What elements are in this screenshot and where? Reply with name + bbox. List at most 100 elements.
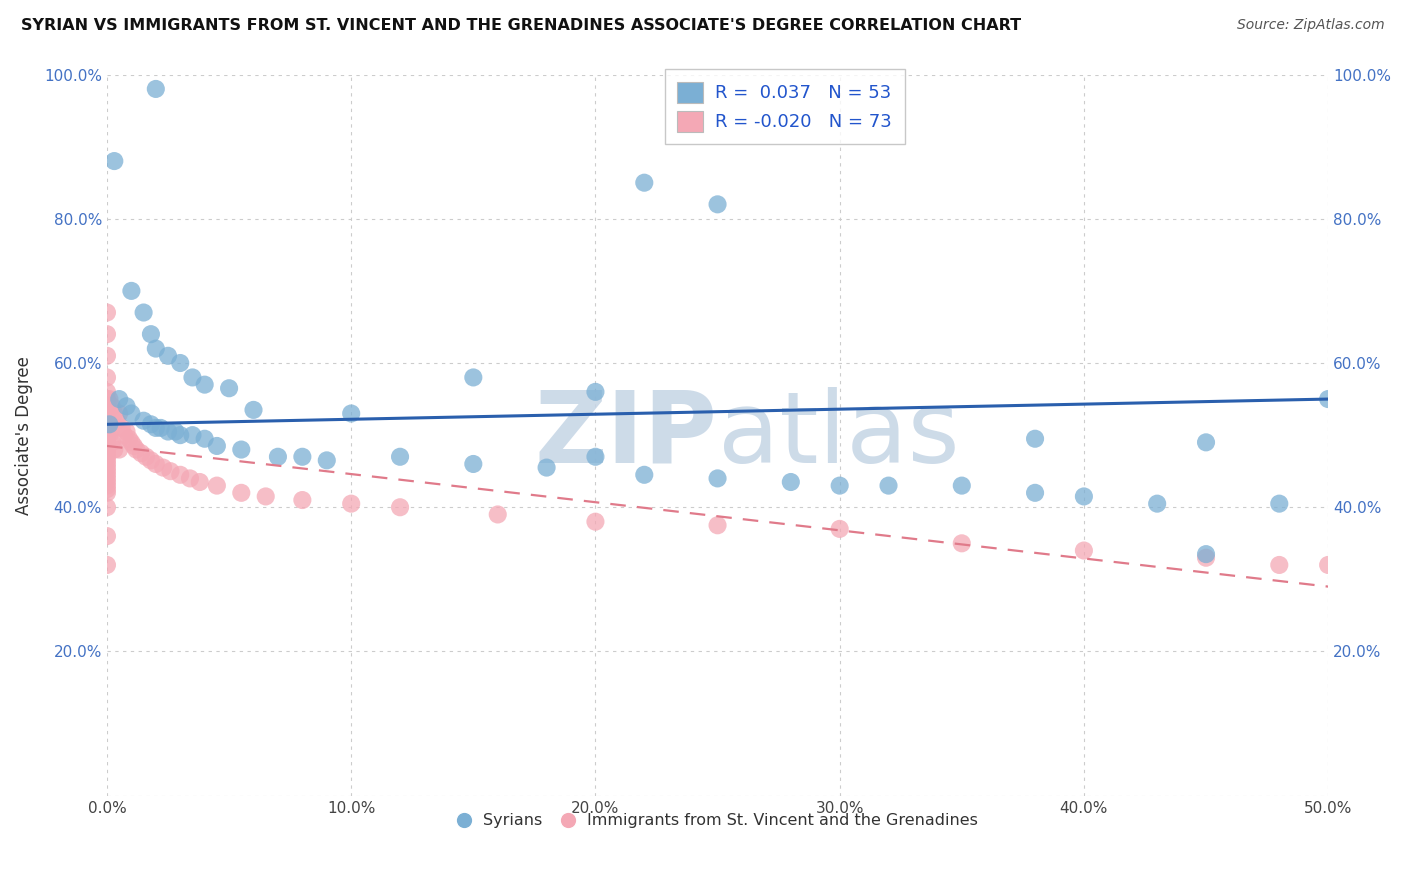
Immigrants from St. Vincent and the Grenadines <box>96 500 118 515</box>
Immigrants from St. Vincent and the Grenadines <box>96 442 118 457</box>
Immigrants from St. Vincent and the Grenadines <box>122 439 145 453</box>
Immigrants from St. Vincent and the Grenadines <box>96 485 118 500</box>
Immigrants from St. Vincent and the Grenadines <box>96 417 118 432</box>
Syrians <box>120 407 142 421</box>
Syrians <box>1024 432 1046 446</box>
Immigrants from St. Vincent and the Grenadines <box>96 464 118 478</box>
Syrians <box>181 370 204 384</box>
Immigrants from St. Vincent and the Grenadines <box>205 478 228 492</box>
Syrians <box>108 392 131 406</box>
Immigrants from St. Vincent and the Grenadines <box>96 460 118 475</box>
Syrians <box>205 439 228 453</box>
Syrians <box>291 450 314 464</box>
Immigrants from St. Vincent and the Grenadines <box>108 442 131 457</box>
Immigrants from St. Vincent and the Grenadines <box>96 558 118 572</box>
Immigrants from St. Vincent and the Grenadines <box>169 467 191 482</box>
Immigrants from St. Vincent and the Grenadines <box>101 399 124 413</box>
Syrians <box>1073 490 1095 504</box>
Immigrants from St. Vincent and the Grenadines <box>96 414 118 428</box>
Immigrants from St. Vincent and the Grenadines <box>291 493 314 508</box>
Immigrants from St. Vincent and the Grenadines <box>1268 558 1291 572</box>
Immigrants from St. Vincent and the Grenadines <box>112 428 135 442</box>
Immigrants from St. Vincent and the Grenadines <box>706 518 728 533</box>
Immigrants from St. Vincent and the Grenadines <box>231 485 253 500</box>
Immigrants from St. Vincent and the Grenadines <box>254 490 277 504</box>
Immigrants from St. Vincent and the Grenadines <box>129 446 152 460</box>
Syrians <box>779 475 801 489</box>
Syrians <box>145 342 167 356</box>
Immigrants from St. Vincent and the Grenadines <box>96 475 118 489</box>
Syrians <box>169 356 191 370</box>
Syrians <box>583 384 606 399</box>
Immigrants from St. Vincent and the Grenadines <box>389 500 412 515</box>
Syrians <box>633 467 655 482</box>
Immigrants from St. Vincent and the Grenadines <box>152 460 174 475</box>
Immigrants from St. Vincent and the Grenadines <box>96 410 118 425</box>
Immigrants from St. Vincent and the Grenadines <box>159 464 181 478</box>
Syrians <box>149 421 172 435</box>
Syrians <box>145 82 167 96</box>
Immigrants from St. Vincent and the Grenadines <box>340 497 363 511</box>
Syrians <box>132 414 155 428</box>
Syrians <box>157 425 180 439</box>
Syrians <box>706 471 728 485</box>
Syrians <box>583 450 606 464</box>
Syrians <box>1268 497 1291 511</box>
Immigrants from St. Vincent and the Grenadines <box>96 453 118 467</box>
Syrians <box>231 442 253 457</box>
Immigrants from St. Vincent and the Grenadines <box>135 450 157 464</box>
Immigrants from St. Vincent and the Grenadines <box>96 349 118 363</box>
Immigrants from St. Vincent and the Grenadines <box>98 428 121 442</box>
Syrians <box>340 407 363 421</box>
Legend: Syrians, Immigrants from St. Vincent and the Grenadines: Syrians, Immigrants from St. Vincent and… <box>451 807 984 835</box>
Immigrants from St. Vincent and the Grenadines <box>96 478 118 492</box>
Syrians <box>165 425 187 439</box>
Immigrants from St. Vincent and the Grenadines <box>101 435 124 450</box>
Syrians <box>218 381 240 395</box>
Immigrants from St. Vincent and the Grenadines <box>96 370 118 384</box>
Immigrants from St. Vincent and the Grenadines <box>486 508 509 522</box>
Syrians <box>139 417 162 432</box>
Immigrants from St. Vincent and the Grenadines <box>111 421 134 435</box>
Immigrants from St. Vincent and the Grenadines <box>96 529 118 543</box>
Immigrants from St. Vincent and the Grenadines <box>103 442 125 457</box>
Immigrants from St. Vincent and the Grenadines <box>96 428 118 442</box>
Immigrants from St. Vincent and the Grenadines <box>179 471 201 485</box>
Immigrants from St. Vincent and the Grenadines <box>1195 550 1218 565</box>
Immigrants from St. Vincent and the Grenadines <box>96 432 118 446</box>
Syrians <box>1317 392 1340 406</box>
Syrians <box>1195 547 1218 561</box>
Immigrants from St. Vincent and the Grenadines <box>96 384 118 399</box>
Immigrants from St. Vincent and the Grenadines <box>120 435 142 450</box>
Immigrants from St. Vincent and the Grenadines <box>96 305 118 319</box>
Immigrants from St. Vincent and the Grenadines <box>96 450 118 464</box>
Immigrants from St. Vincent and the Grenadines <box>96 392 118 406</box>
Immigrants from St. Vincent and the Grenadines <box>188 475 211 489</box>
Syrians <box>169 428 191 442</box>
Immigrants from St. Vincent and the Grenadines <box>139 453 162 467</box>
Syrians <box>1195 435 1218 450</box>
Immigrants from St. Vincent and the Grenadines <box>96 327 118 342</box>
Immigrants from St. Vincent and the Grenadines <box>98 392 121 406</box>
Immigrants from St. Vincent and the Grenadines <box>105 414 128 428</box>
Syrians <box>950 478 973 492</box>
Immigrants from St. Vincent and the Grenadines <box>96 482 118 496</box>
Syrians <box>536 460 558 475</box>
Immigrants from St. Vincent and the Grenadines <box>96 457 118 471</box>
Syrians <box>139 327 162 342</box>
Syrians <box>828 478 851 492</box>
Syrians <box>194 432 217 446</box>
Syrians <box>315 453 337 467</box>
Syrians <box>98 417 121 432</box>
Immigrants from St. Vincent and the Grenadines <box>115 425 138 439</box>
Immigrants from St. Vincent and the Grenadines <box>96 439 118 453</box>
Text: ZIP: ZIP <box>534 386 717 483</box>
Syrians <box>145 421 167 435</box>
Text: Source: ZipAtlas.com: Source: ZipAtlas.com <box>1237 18 1385 32</box>
Immigrants from St. Vincent and the Grenadines <box>96 425 118 439</box>
Immigrants from St. Vincent and the Grenadines <box>950 536 973 550</box>
Immigrants from St. Vincent and the Grenadines <box>96 446 118 460</box>
Immigrants from St. Vincent and the Grenadines <box>96 471 118 485</box>
Syrians <box>463 370 485 384</box>
Immigrants from St. Vincent and the Grenadines <box>125 442 148 457</box>
